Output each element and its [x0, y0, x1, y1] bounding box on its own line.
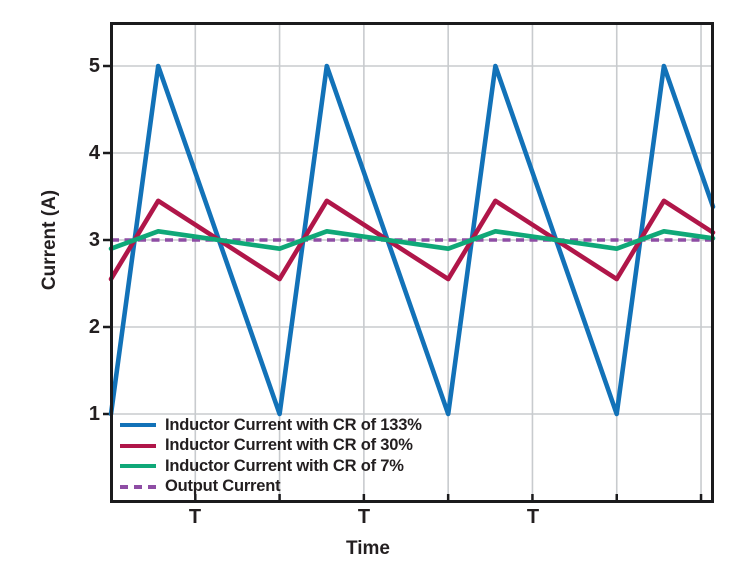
- inductor-current-line-2: [108, 229, 716, 251]
- legend-swatch-cr-133: [120, 423, 156, 428]
- legend-swatch-cr-30: [120, 443, 156, 448]
- legend-swatch-cr-7: [120, 464, 156, 469]
- y-tick-label-4: 4: [88, 142, 100, 164]
- legend-item-cr-30: Inductor Current with CR of 30%: [120, 436, 422, 457]
- y-tick-label-2: 2: [88, 316, 100, 338]
- legend-label-cr-30: Inductor Current with CR of 30%: [165, 436, 413, 455]
- legend-item-output-current: Output Current: [120, 477, 422, 498]
- legend-label-cr-7: Inductor Current with CR of 7%: [165, 456, 404, 475]
- legend-swatch-output-current: [120, 484, 156, 489]
- legend-label-cr-133: Inductor Current with CR of 133%: [165, 415, 422, 434]
- y-tick-label-1: 1: [88, 403, 100, 425]
- legend-item-cr-7: Inductor Current with CR of 7%: [120, 456, 422, 477]
- x-tick-label-T1: T: [188, 506, 202, 528]
- x-tick-label-T2: T: [357, 506, 371, 528]
- y-tick-label-5: 5: [88, 55, 100, 77]
- y-tick-label-3: 3: [88, 229, 100, 251]
- x-tick-label-T3: T: [526, 506, 540, 528]
- plot-border: [110, 22, 714, 503]
- legend-label-output-current: Output Current: [165, 477, 281, 496]
- inductor-current-line-0: [108, 63, 716, 417]
- chart-legend: Inductor Current with CR of 133% Inducto…: [120, 415, 422, 497]
- x-axis-label: Time: [345, 538, 391, 559]
- legend-item-cr-133: Inductor Current with CR of 133%: [120, 415, 422, 436]
- y-axis-label: Current (A): [39, 189, 60, 291]
- inductor-current-line-1: [108, 198, 716, 282]
